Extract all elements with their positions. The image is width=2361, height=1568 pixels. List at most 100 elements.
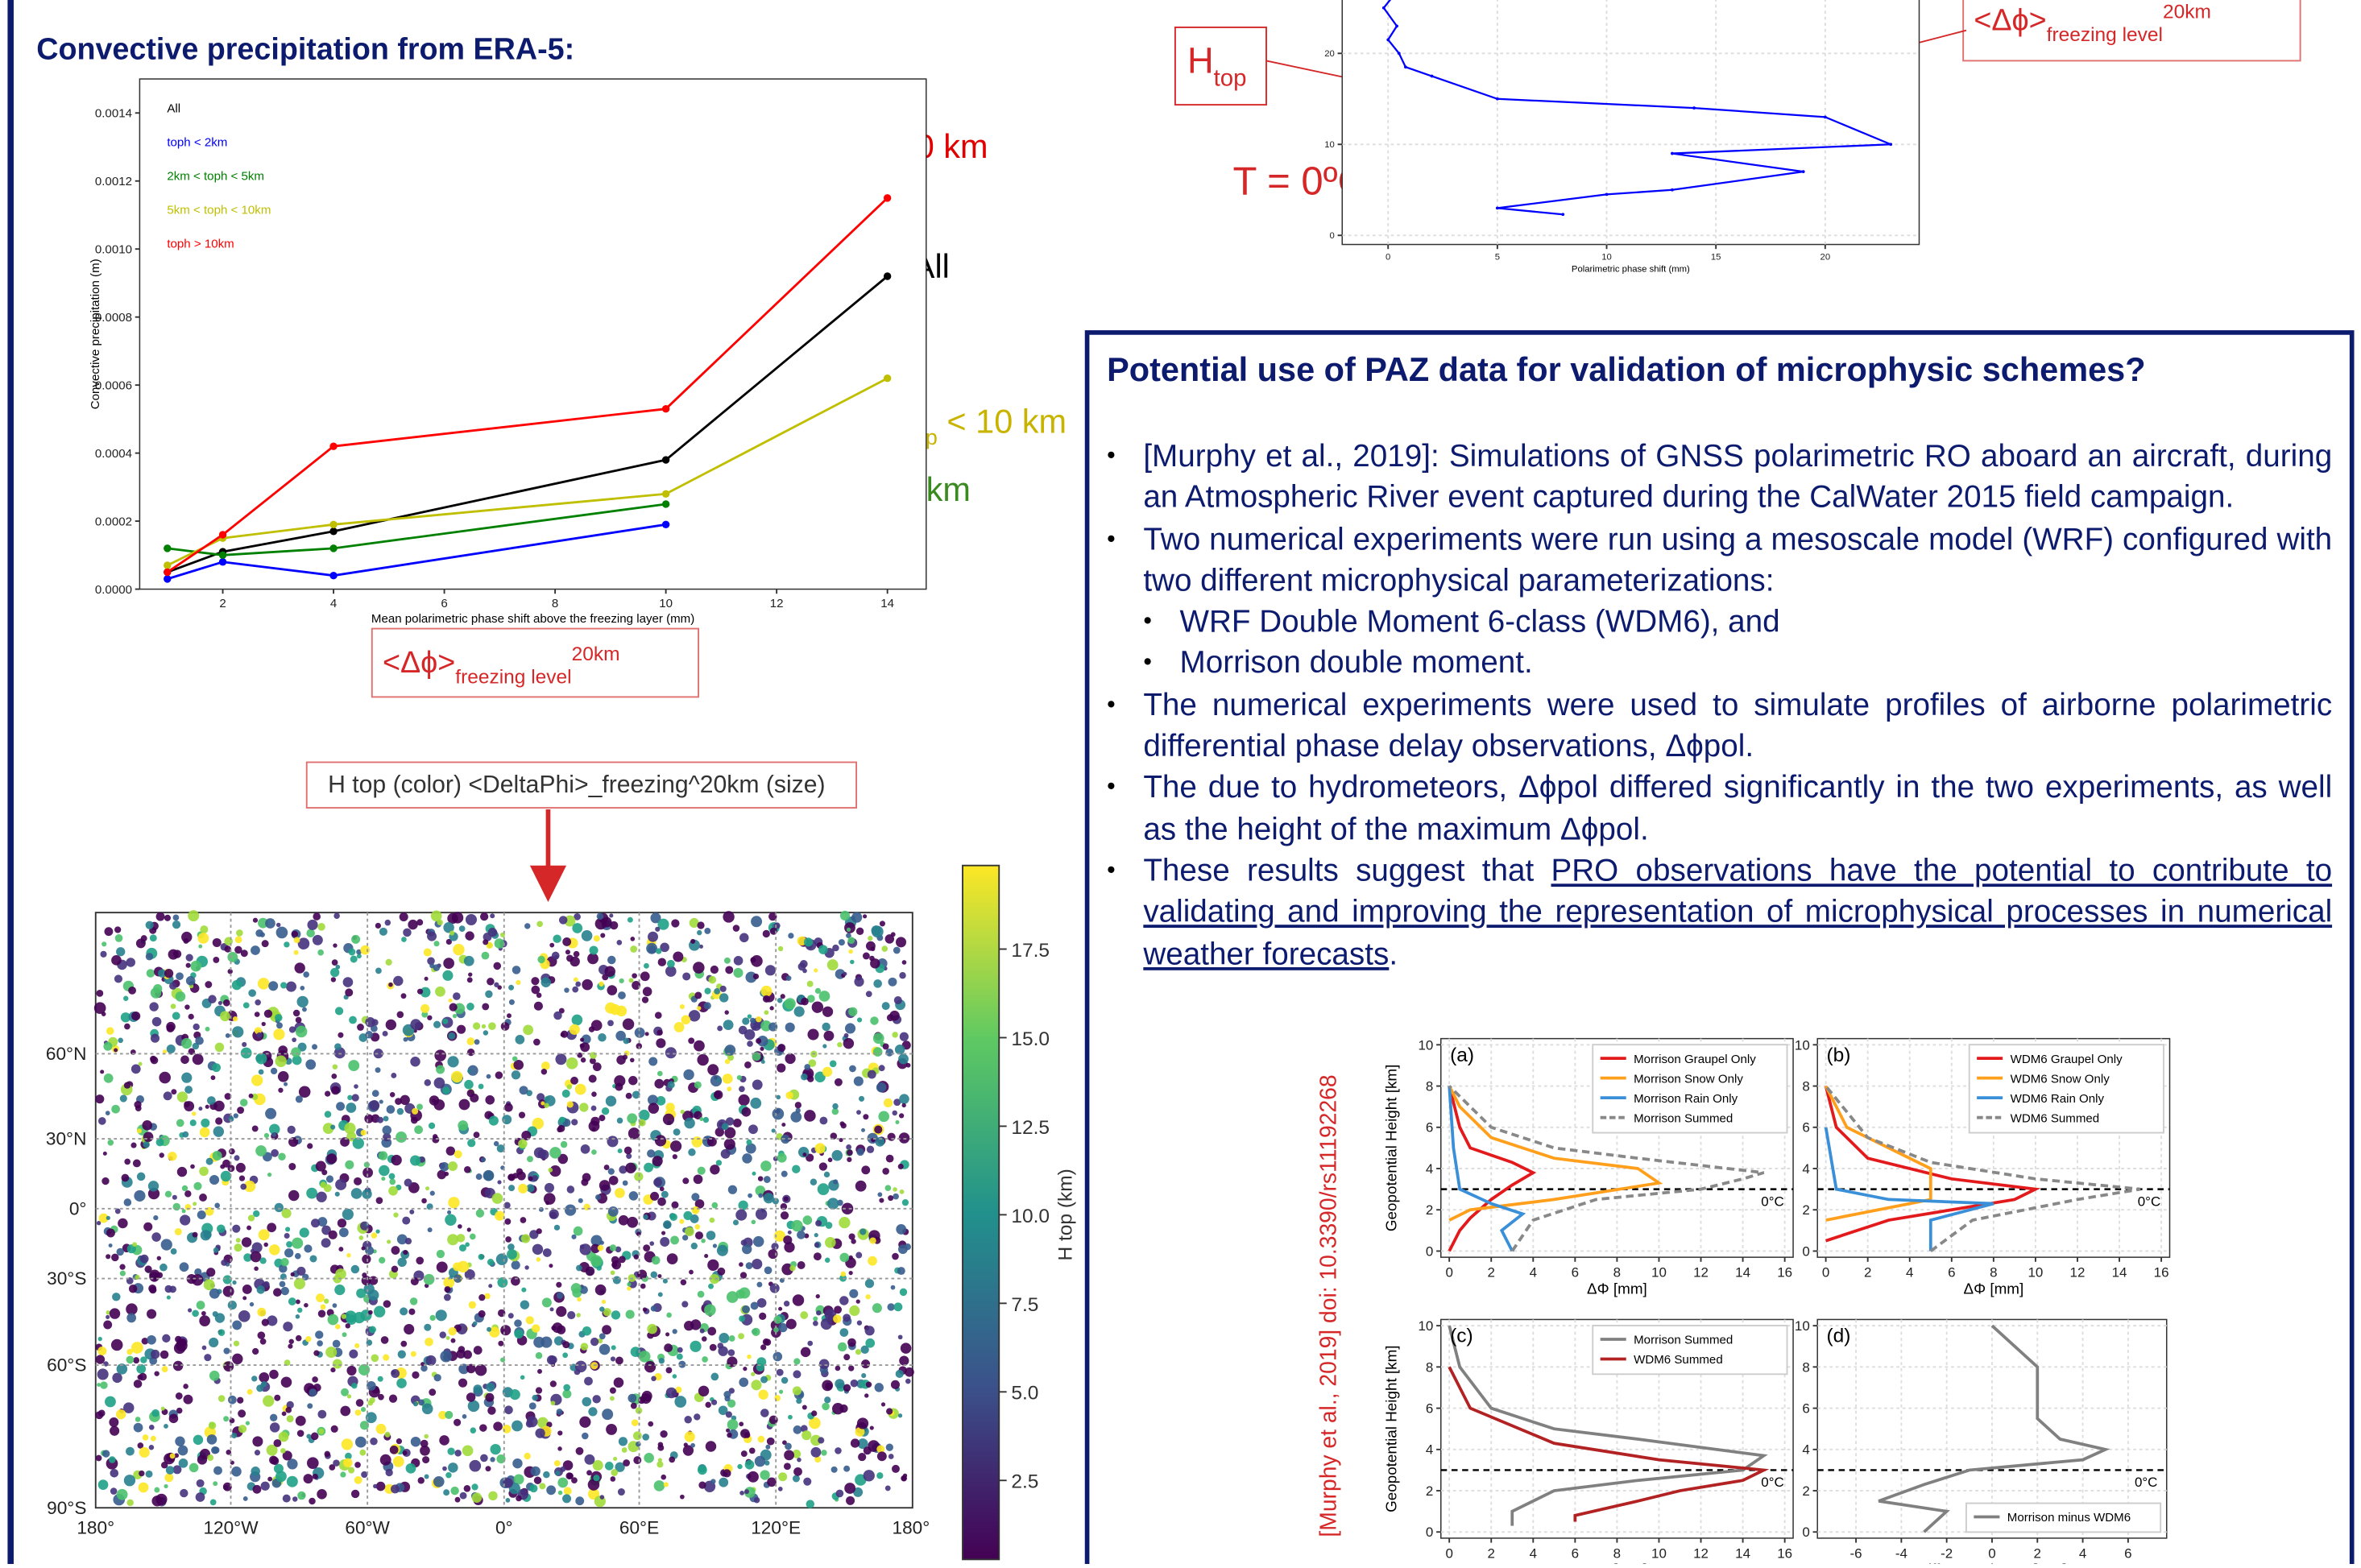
map-dot: [403, 1036, 408, 1042]
axes-frame: [1341, 0, 1920, 246]
map-dot: [564, 987, 570, 993]
line: [1382, 0, 1891, 216]
map-dot: [893, 946, 901, 954]
map-dot: [209, 1288, 220, 1299]
map-dot: [481, 1024, 487, 1029]
map-dot: [784, 1450, 794, 1461]
map-dot: [860, 1345, 869, 1355]
map-dot: [615, 1187, 625, 1198]
map-dot: [465, 913, 478, 926]
map-dot: [458, 925, 466, 933]
map-dot: [205, 1026, 210, 1032]
map-dot: [861, 1127, 865, 1132]
map-dot: [408, 919, 418, 930]
map-dot: [588, 1407, 598, 1417]
map-dot: [433, 964, 441, 971]
map-dot: [280, 1286, 289, 1296]
y-tick-label: 0.0006: [95, 379, 132, 392]
map-dot: [189, 1119, 197, 1127]
map-dot: [777, 945, 784, 952]
map-dot: [792, 1294, 805, 1306]
map-dot: [657, 1461, 664, 1468]
map-dot: [785, 1091, 793, 1099]
map-dot: [241, 1237, 252, 1247]
map-dot: [671, 1201, 679, 1209]
map-dot: [257, 1307, 267, 1317]
map-dot: [396, 1378, 407, 1388]
map-dot: [433, 1374, 441, 1382]
map-dot: [814, 968, 818, 973]
map-dot: [825, 1222, 833, 1229]
map-dot: [648, 1421, 654, 1427]
map-dot: [172, 1360, 184, 1371]
map-dot: [304, 1302, 309, 1308]
map-dot: [609, 921, 619, 930]
map-dot: [724, 1045, 736, 1056]
map-dot: [661, 1474, 667, 1480]
y-tick-label: 2: [1426, 1202, 1433, 1218]
map-dot: [563, 1487, 572, 1496]
map-dot: [792, 1475, 800, 1483]
map-dot: [396, 1011, 404, 1019]
map-dot: [602, 1409, 614, 1421]
map-dot: [224, 945, 232, 953]
map-dot: [867, 1069, 876, 1079]
map-dot: [385, 1019, 397, 1031]
map-dot: [367, 1289, 379, 1301]
map-dot: [739, 1287, 751, 1299]
map-dot: [566, 1084, 572, 1090]
map-dot: [468, 1301, 477, 1309]
line: [167, 523, 666, 581]
map-dot: [553, 1336, 564, 1346]
map-dot: [660, 942, 669, 953]
map-dot: [335, 1268, 346, 1280]
map-dot: [719, 985, 727, 992]
map-dot: [391, 1073, 397, 1078]
map-dot: [287, 1458, 298, 1470]
map-dot: [344, 1123, 356, 1135]
map-dot: [130, 1064, 141, 1074]
legend: [1592, 1325, 1788, 1376]
map-dot: [698, 1481, 706, 1489]
map-dot: [809, 1417, 821, 1429]
map-dot: [288, 1338, 294, 1344]
map-dot: [744, 1459, 755, 1470]
map-dot: [176, 1091, 188, 1103]
map-dot: [393, 1212, 399, 1218]
line: [1448, 1366, 1770, 1522]
legend-label: 5km < toph < 10km: [167, 204, 271, 217]
map-dot: [814, 1456, 822, 1463]
map-dot: [801, 997, 809, 1006]
point: [164, 575, 172, 583]
map-dot: [450, 1338, 456, 1343]
map-dot: [327, 1314, 339, 1326]
map-dot: [512, 966, 521, 974]
map-dot: [114, 926, 122, 933]
map-dot: [869, 1237, 876, 1244]
map-dot: [320, 1304, 326, 1310]
map-dot: [556, 1409, 563, 1415]
map-dot: [752, 1259, 763, 1270]
map-dot: [285, 1227, 291, 1232]
map-dot: [482, 1003, 490, 1011]
map-dot: [400, 1307, 408, 1316]
map-dot: [751, 1219, 756, 1225]
map-dot: [354, 1343, 360, 1349]
map-dot: [116, 947, 126, 957]
map-dot: [869, 1425, 874, 1430]
map-dot: [512, 1056, 518, 1061]
map-dot: [473, 1022, 481, 1030]
map-dot: [205, 1157, 213, 1165]
map-dot: [830, 1132, 838, 1140]
map-dot: [139, 1470, 145, 1477]
map-dot: [787, 1230, 792, 1235]
map-dot: [185, 962, 191, 968]
map-dot: [785, 1442, 792, 1450]
map-dot: [518, 1183, 528, 1194]
map-dot: [412, 1107, 419, 1115]
map-dot: [429, 1190, 435, 1196]
map-dot: [704, 987, 711, 995]
point: [1430, 74, 1434, 78]
map-dot: [755, 1185, 766, 1196]
map-dot: [574, 1083, 586, 1095]
